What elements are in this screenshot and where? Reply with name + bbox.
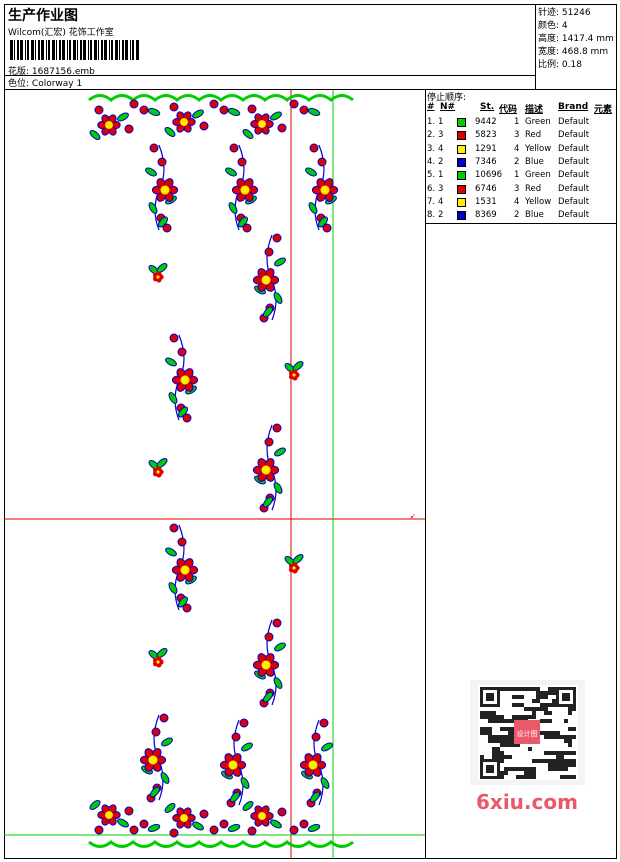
col-desc: 描述 [525,105,544,115]
stat-height: 高度: 1417.4 mm [538,34,614,44]
row-stitches: 6746 [475,183,497,194]
design-file: 花版: 1687156.emb [8,64,95,77]
row-desc: Blue [525,156,544,167]
color-swatch [457,211,466,221]
color-swatch [457,131,466,141]
color-swatch [457,144,466,154]
row-stitches: 7346 [475,156,497,167]
row-brand: Default [558,117,590,127]
color-swatch [457,171,466,181]
watermark-logo: 6xiu.com [476,790,578,814]
stat-scale: 比例: 0.18 [538,60,582,70]
row-brand: Default [558,130,590,141]
row-brand: Default [558,183,590,194]
stat-stitches: 针迹: 51246 [538,8,591,18]
colorway-label: 色位: [8,79,30,89]
stop-sequence-title: 停止顺序: [427,93,467,103]
stop-row: 2. 3 5823 3 Red Default [426,129,617,142]
row-num: 3. [427,143,436,154]
row-code: 3 [514,183,520,194]
row-stitches: 8369 [475,210,497,221]
stat-colors: 颜色: 4 [538,21,568,31]
embroidery-design: ↙ [4,90,425,859]
color-swatch [457,118,466,127]
row-num: 1. [427,117,436,127]
row-num: 5. [427,170,436,181]
stop-row: 7. 4 1531 4 Yellow Default [426,196,617,209]
color-swatch [457,197,466,207]
row-num: 8. [427,210,436,221]
row-brand: Default [558,143,590,154]
embroidery-preview: ↙ [4,90,426,859]
row-num: 7. [427,196,436,207]
row-num: 2. [427,130,436,141]
color-swatch [457,157,466,167]
stop-row: 1. 1 9442 1 Green Default [426,116,617,129]
row-code: 4 [514,196,520,207]
row-no: 2 [438,156,444,167]
design-label: 花版: [8,67,30,77]
row-desc: Yellow [525,143,552,154]
row-stitches: 9442 [475,117,497,127]
worksheet-header: 生产作业图 Wilcom(汇宏) 花饰工作室 花版: 1687156.emb 色… [4,4,617,90]
col-code: 代码 [499,105,518,115]
color-swatch [457,184,466,194]
design-value: 1687156.emb [31,67,95,77]
col-num: # [427,102,435,112]
page-frame [4,4,617,859]
col-no: N# [440,102,456,112]
col-element: 元素 [594,105,613,115]
row-stitches: 5823 [475,130,497,141]
row-brand: Default [558,210,590,221]
row-num: 4. [427,156,436,167]
row-brand: Default [558,196,590,207]
row-code: 1 [514,117,520,127]
row-desc: Blue [525,210,544,221]
design-stats: 针迹: 51246 颜色: 4 高度: 1417.4 mm 宽度: 468.8 … [536,4,616,89]
row-desc: Green [525,117,551,127]
row-no: 1 [438,117,444,127]
row-desc: Red [525,183,542,194]
row-no: 1 [438,170,444,181]
stop-row: 3. 4 1291 4 Yellow Default [426,143,617,156]
row-no: 4 [438,196,444,207]
qr-code[interactable]: 设计图 [470,680,585,785]
colorway: 色位: Colorway 1 [8,76,82,89]
row-desc: Red [525,130,542,141]
stop-row: 8. 2 8369 2 Blue Default [426,209,617,222]
row-no: 3 [438,130,444,141]
row-no: 2 [438,210,444,221]
row-no: 4 [438,143,444,154]
row-brand: Default [558,170,590,181]
page-title: 生产作业图 [8,8,78,24]
header-info: 生产作业图 Wilcom(汇宏) 花饰工作室 花版: 1687156.emb 色… [4,4,536,89]
guide-marker: ↙ [410,512,416,520]
row-code: 1 [514,170,520,181]
stop-row: 5. 1 10696 1 Green Default [426,169,617,182]
barcode [10,40,139,60]
row-code: 2 [514,156,520,167]
stat-width: 宽度: 468.8 mm [538,47,609,57]
header-divider [4,75,535,76]
row-stitches: 1531 [475,196,497,207]
row-desc: Yellow [525,196,552,207]
row-code: 4 [514,143,520,154]
col-brand: Brand [558,102,589,112]
row-no: 3 [438,183,444,194]
row-num: 6. [427,183,436,194]
stop-sequence-panel: 停止顺序: # N# St. 代码 描述 Brand 元素 1. 1 9442 1 Gr… [426,90,617,224]
row-code: 3 [514,130,520,141]
row-brand: Default [558,156,590,167]
row-code: 2 [514,210,520,221]
qr-badge-text: 设计图 [517,729,538,738]
stop-row: 6. 3 6746 3 Red Default [426,183,617,196]
row-desc: Green [525,170,551,181]
row-stitches: 1291 [475,143,497,154]
company-name: Wilcom(汇宏) 花饰工作室 [8,28,114,38]
row-stitches: 10696 [475,170,503,181]
colorway-value: Colorway 1 [31,79,83,89]
stop-row: 4. 2 7346 2 Blue Default [426,156,617,169]
col-st: St. [480,102,495,112]
